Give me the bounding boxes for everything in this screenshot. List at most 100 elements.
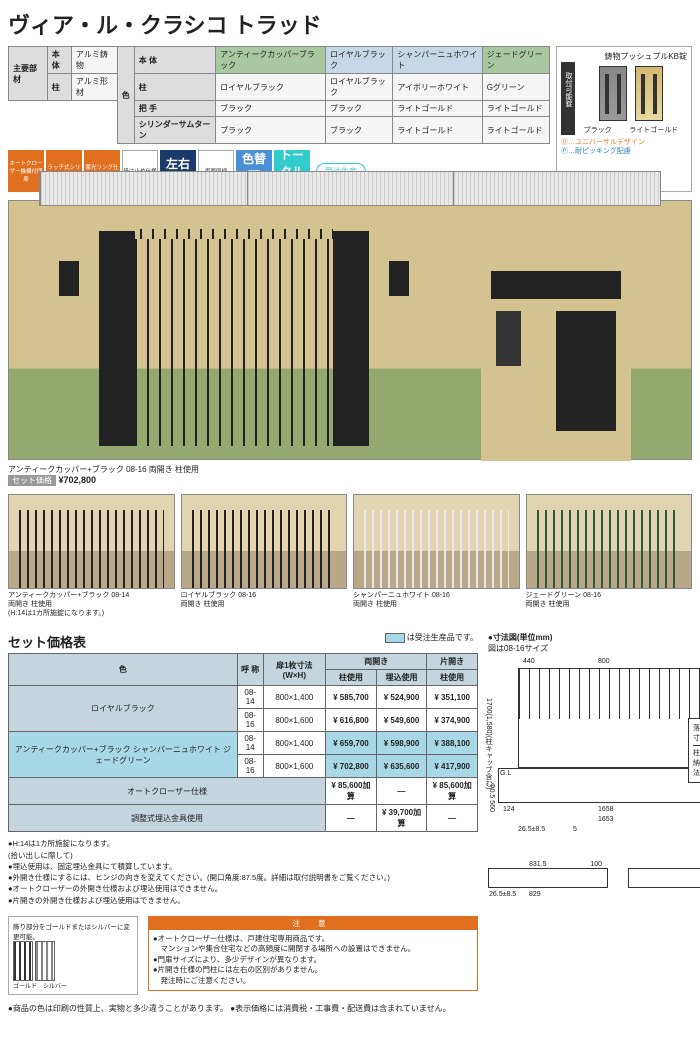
spec-cell: ライトゴールド [482, 117, 549, 144]
hero-top-windows [39, 171, 661, 206]
gate-pillar-icon [333, 231, 369, 446]
gate-pillar-icon [99, 231, 135, 446]
mailslot-icon [556, 311, 616, 431]
dim: 1658 [598, 806, 614, 813]
lock-heading: 鋳物プッシュプルKB錠 [561, 51, 687, 62]
price-table-note: は受注生産品です。 [385, 632, 478, 643]
lock-handle-black-icon [599, 66, 627, 121]
gate-main [99, 231, 369, 461]
price-row: オートクローザー仕様¥ 85,600加算—¥ 85,600加算 [9, 778, 478, 805]
lock-label: ライトゴールド [629, 125, 678, 135]
th: 呼 称 [237, 654, 263, 686]
spec-cell: 主要部材 [9, 47, 48, 101]
dim-w: 800 [598, 658, 610, 665]
thumbnails: アンティークカッパー+ブラック 08-14両開き 柱使用(H:14は1カ所施錠に… [8, 494, 692, 618]
note-line: (拾い出しに際して) [8, 850, 478, 861]
note-line: ●外開き仕様にするには、ヒンジの向きを変えてください。(開口角度:87.5度。詳… [8, 872, 478, 883]
warning-box: 注 意 ●オートクローザー仕様は、戸建住宅専用商品です。 マンションや集合住宅な… [148, 916, 478, 992]
spec-cell: ブラック [326, 117, 393, 144]
price-value: ¥702,800 [59, 475, 97, 485]
gate-door-icon [135, 239, 333, 446]
diagram: 800 440 1700(1,580)(柱キャップ含む) 1600(1400) … [488, 658, 700, 858]
thumbnail: ロイヤルブラック 08-16両開き 柱使用 [181, 494, 348, 618]
diagram-plan-views: 831.5 829 100 26.5±8.5 [488, 868, 700, 888]
price-row: ロイヤルブラック08-14800×1,400¥ 585,700¥ 524,900… [9, 686, 478, 709]
price-side: セット価格表 は受注生産品です。 色 呼 称 扉1枚寸法(W×H) 両開き 片開… [8, 632, 478, 995]
footer-note: ●商品の色は印刷の性質上、実物と多少違うことがあります。 ●表示価格には消費税・… [8, 1003, 692, 1014]
warning-body: ●オートクローザー仕様は、戸建住宅専用商品です。 マンションや集合住宅などの高頻… [149, 930, 477, 991]
spec-cell: ライトゴールド [482, 101, 549, 117]
spec-cell: ブラック [326, 101, 393, 117]
thumbnail: シャンパーニュホワイト 08-16両開き 柱使用 [353, 494, 520, 618]
th: 埋込使用 [376, 670, 427, 686]
spec-cell: アルミ鋳物 [71, 47, 117, 74]
spec-cell: アルミ形材 [71, 74, 117, 101]
hero-caption: アンティークカッパー+ブラック 08-16 両開き 柱使用 [8, 464, 692, 475]
th: 柱使用 [326, 670, 377, 686]
price-row: 調整式埋込金具使用—¥ 39,700加算— [9, 805, 478, 832]
note-line: ●H:14は1カ所施錠になります。 [8, 838, 478, 849]
notes-list: ●H:14は1カ所施錠になります。(拾い出しに際して)●埋込使用は、固定埋込金具… [8, 838, 478, 906]
spec-cell: ブラック [216, 101, 326, 117]
warning-line: ●片開き仕様の門柱には左右の区別がありません。 [153, 965, 473, 976]
spec-cell: Gグリーン [482, 74, 549, 101]
page-title: ヴィア・ル・クラシコ トラッド [8, 8, 692, 40]
price-table: 色 呼 称 扉1枚寸法(W×H) 両開き 片開き 柱使用 埋込使用 柱使用 ロイ… [8, 653, 478, 832]
dim-h: 1700(1,580)(柱キャップ含む) [483, 698, 493, 789]
spec-cell: シリンダーサムターン [134, 117, 215, 144]
bottom-section: セット価格表 は受注生産品です。 色 呼 称 扉1枚寸法(W×H) 両開き 片開… [8, 632, 692, 995]
diagram-front-view [518, 668, 700, 768]
dim: 5 [573, 826, 577, 833]
thumbnail: ジェードグリーン 08-16両開き 柱使用 [526, 494, 693, 618]
lock-note-p: Ⓟ…耐ピッキング配慮 [561, 147, 687, 156]
dim-d: Φ0.5 560 [488, 783, 495, 812]
hero-image [8, 200, 692, 460]
th: 柱使用 [427, 670, 478, 686]
lamp-right-icon [389, 261, 409, 296]
note-line: ●オートクローザーの外開き仕様および埋込使用はできません。 [8, 883, 478, 894]
th: 色 [9, 654, 238, 686]
lock-note-u: Ⓤ…ユニバーサルデザイン [561, 138, 687, 147]
hero-price: セット価格 ¥702,800 [8, 475, 692, 486]
diagram-title: ●寸法図(単位mm) [488, 632, 700, 643]
spec-cell: ロイヤルブラック [326, 74, 393, 101]
warning-title: 注 意 [149, 917, 477, 930]
side-note-2: 柱下から落し棒(収納時)の飛び出し寸法:0 [693, 748, 700, 778]
spec-cell: 本 体 [134, 47, 215, 74]
intercom-icon [496, 311, 521, 366]
spec-cell: 柱 [47, 74, 71, 101]
dim: 124 [503, 806, 515, 813]
dim-w440: 440 [523, 658, 535, 665]
spec-cell: アンティークカッパーブラック [216, 47, 326, 74]
lamp-left-icon [59, 261, 79, 296]
h14-note: H:1400の場合 [488, 898, 700, 908]
spec-cell: 色 [117, 47, 134, 144]
warning-line: マンションや集合住宅などの高頻度に開閉する場所への設置はできません。 [153, 944, 473, 955]
dim: 26.5±8.5 [518, 826, 545, 833]
spec-cell: ブラック [216, 117, 326, 144]
dim-gl: G.L [500, 770, 511, 777]
finish-silver-icon [35, 941, 55, 981]
diagram-sub: 図は08-16サイズ [488, 643, 700, 654]
spec-cell: 把 手 [134, 101, 215, 117]
finish-label: ゴールド [13, 981, 37, 990]
finish-gold-icon [13, 941, 33, 981]
finish-options-box: 飾り部分をゴールドまたはシルバーに変更可能。 ゴールド シルバー [8, 916, 138, 995]
lock-label: ブラック [584, 125, 612, 135]
spec-cell: アイボリーホワイト [393, 74, 482, 101]
spec-cell: ライトゴールド [393, 117, 482, 144]
finish-note: 飾り部分をゴールドまたはシルバーに変更可能。 [13, 921, 133, 941]
spec-cell: ロイヤルブラック [326, 47, 393, 74]
spec-cell: シャンパーニュホワイト [393, 47, 482, 74]
warning-line: 発注時にご注意ください。 [153, 976, 473, 987]
warning-line: ●オートクローザー仕様は、戸建住宅専用商品です。 [153, 934, 473, 945]
th: 片開き [427, 654, 478, 670]
note-line: ●埋込使用は、固定埋込金具にて積算しています。 [8, 861, 478, 872]
diagram-side: ●寸法図(単位mm) 図は08-16サイズ 800 440 1700(1,580… [488, 632, 700, 995]
plan-view-single [628, 868, 700, 888]
th: 扉1枚寸法(W×H) [263, 654, 326, 686]
mailbox-unit [481, 261, 631, 461]
nameplate-icon [491, 271, 621, 299]
price-row: アンティークカッパー+ブラック シャンパーニュホワイト ジェードグリーン08-1… [9, 732, 478, 755]
price-label: セット価格 [8, 475, 56, 486]
